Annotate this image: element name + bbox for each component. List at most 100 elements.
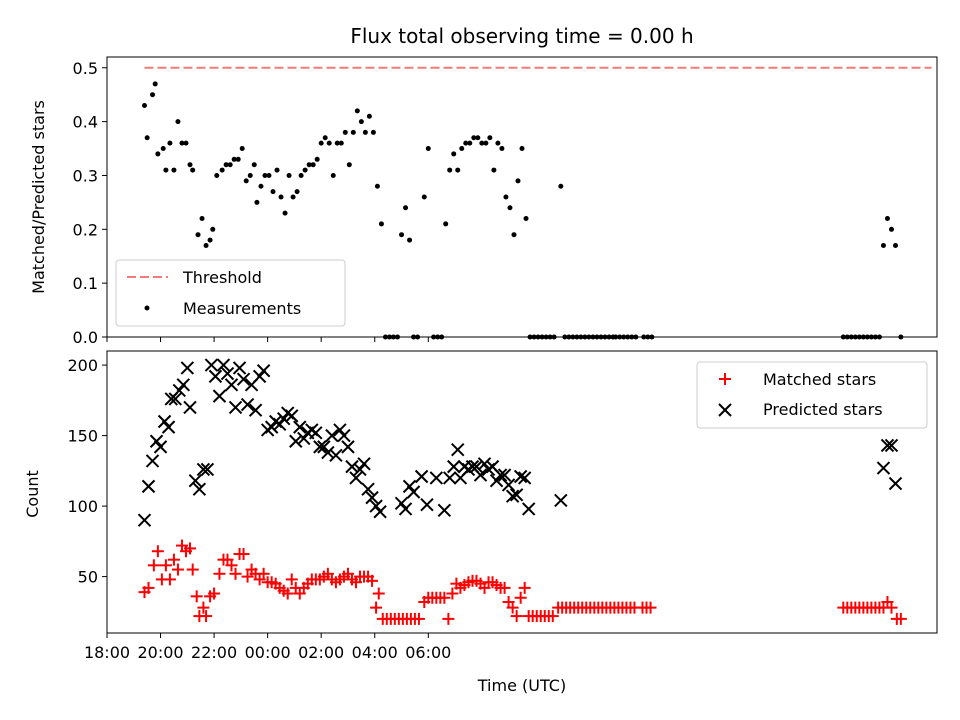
measurement-point	[342, 129, 348, 135]
predicted-point	[252, 369, 267, 384]
predicted-point	[489, 474, 504, 488]
predicted-point	[208, 369, 223, 384]
measurement-points	[141, 81, 904, 340]
measurement-point	[302, 167, 308, 173]
measurement-point	[495, 140, 501, 146]
measurement-point	[262, 172, 268, 178]
predicted-point	[398, 502, 413, 516]
measurement-point	[621, 334, 627, 340]
bottom-panel: 50 100 150 200 18:00 20:00 22:00 00:00 02:00 04:…	[23, 350, 938, 695]
bottom-y-tick-label: 200	[67, 356, 98, 375]
measurement-point	[574, 334, 580, 340]
measurement-point	[439, 334, 445, 340]
measurement-point	[613, 334, 619, 340]
predicted-point	[212, 389, 227, 403]
measurement-point	[491, 167, 497, 173]
legend-predicted-swatch	[718, 403, 732, 417]
predicted-point	[880, 438, 895, 453]
measurement-point	[183, 140, 189, 146]
measurement-point	[258, 183, 264, 189]
legend-matched-label: Matched stars	[763, 370, 876, 389]
top-legend-box	[115, 259, 346, 327]
predicted-point	[477, 457, 492, 471]
measurement-point	[606, 334, 612, 340]
measurement-point	[590, 334, 596, 340]
matched-point	[237, 548, 250, 561]
measurement-point	[519, 146, 525, 152]
measurement-point	[451, 151, 457, 157]
predicted-point	[447, 459, 461, 474]
measurement-point	[586, 334, 592, 340]
x-tick-label: 06:00	[405, 643, 451, 662]
measurement-point	[570, 334, 576, 340]
matched-point	[208, 587, 221, 600]
predicted-point	[373, 505, 387, 519]
x-tick-label: 02:00	[298, 643, 344, 662]
matched-point	[366, 574, 379, 587]
measurement-point	[856, 334, 862, 340]
measurement-point	[160, 146, 166, 152]
matched-point	[285, 573, 298, 586]
matched-point	[229, 567, 242, 580]
measurement-point	[227, 162, 233, 168]
measurement-point	[322, 135, 328, 141]
matched-point	[225, 559, 238, 572]
predicted-point	[153, 440, 168, 454]
measurement-point	[539, 334, 545, 340]
predicted-point	[509, 488, 524, 502]
top-y-tick-label: 0.3	[73, 166, 98, 185]
measurement-point	[374, 183, 380, 189]
measurement-point	[594, 334, 600, 340]
measurement-point	[435, 334, 441, 340]
predicted-point	[204, 358, 219, 372]
measurement-point	[243, 178, 249, 184]
predicted-point	[192, 482, 207, 496]
measurement-point	[617, 334, 623, 340]
measurement-point	[888, 226, 894, 232]
measurement-point	[152, 81, 158, 87]
measurement-point	[318, 140, 324, 146]
predicted-point	[501, 478, 516, 492]
measurement-point	[471, 135, 477, 141]
measurement-point	[144, 135, 150, 141]
measurement-point	[527, 334, 533, 340]
predicted-point	[513, 469, 528, 484]
matched-point	[241, 570, 254, 583]
measurement-point	[330, 172, 336, 178]
measurement-point	[872, 334, 878, 340]
predicted-point	[137, 513, 152, 527]
measurement-point	[629, 334, 635, 340]
measurement-point	[415, 334, 421, 340]
predicted-point	[329, 448, 343, 463]
measurement-point	[395, 334, 400, 340]
measurement-point	[578, 334, 584, 340]
measurement-point	[649, 334, 655, 340]
measurement-point	[199, 216, 205, 222]
top-y-tick-label: 0.4	[73, 113, 98, 132]
measurement-point	[239, 146, 245, 152]
measurement-point	[155, 151, 161, 157]
measurement-point	[844, 334, 850, 340]
top-y-tick-label: 0.0	[73, 328, 98, 347]
matched-point	[184, 542, 196, 555]
predicted-point	[361, 482, 375, 496]
bottom-y-tick-label: 50	[78, 568, 98, 587]
measurement-point	[326, 140, 332, 146]
predicted-point	[443, 471, 457, 485]
x-tick-label: 22:00	[191, 643, 237, 662]
measurement-point	[531, 334, 537, 340]
predicted-point	[228, 400, 243, 415]
predicted-point	[365, 490, 379, 505]
matched-point	[257, 567, 270, 580]
bottom-legend-box	[696, 361, 928, 429]
measurement-point	[483, 140, 489, 146]
measurement-point	[566, 334, 572, 340]
predicted-point	[188, 474, 203, 488]
x-tick-label: 00:00	[245, 643, 291, 662]
measurement-point	[499, 146, 505, 152]
measurement-point	[167, 140, 173, 146]
top-panel: 0.0 0.1 0.2 0.3 0.4 0.5 Matched/Predicted sta…	[29, 56, 938, 347]
measurement-point	[274, 167, 280, 173]
measurement-point	[459, 146, 465, 152]
matched-point	[518, 581, 531, 594]
